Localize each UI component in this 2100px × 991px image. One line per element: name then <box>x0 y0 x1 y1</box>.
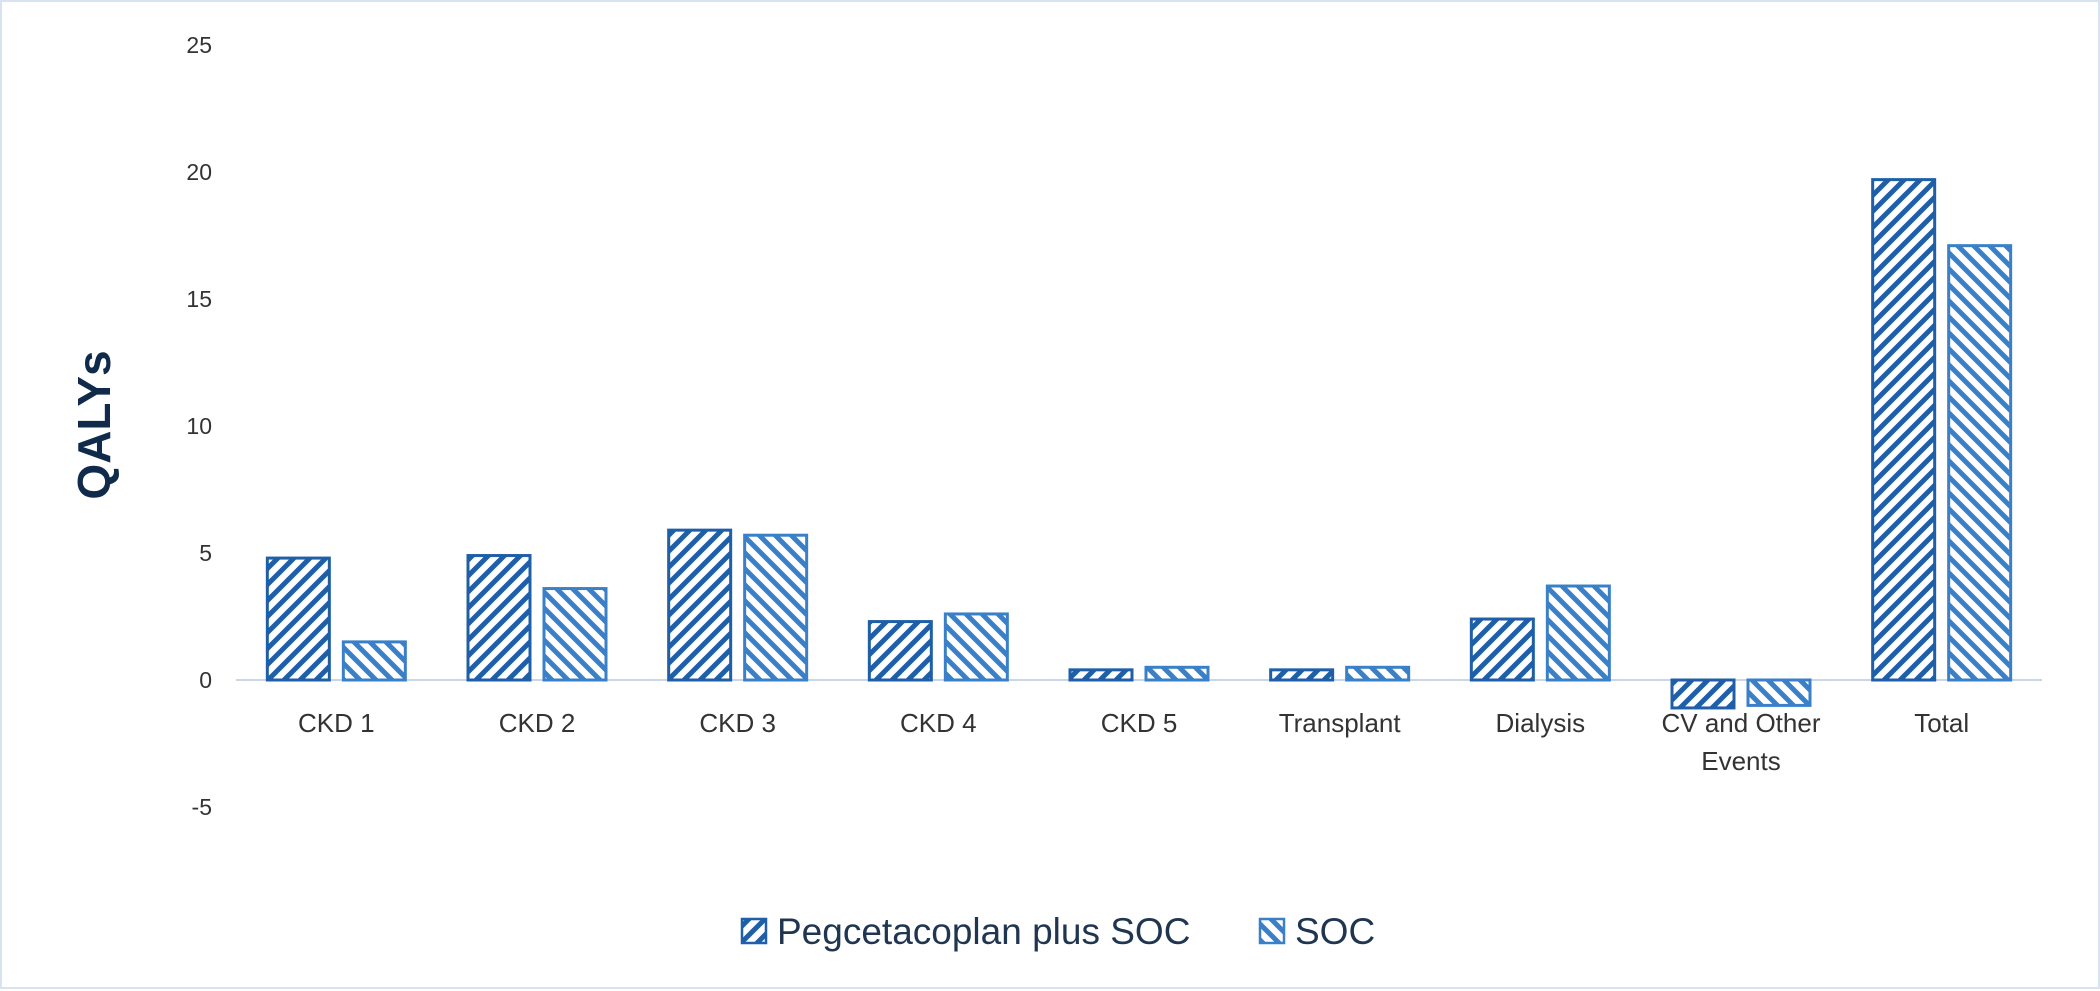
bar-pegcetacoplan <box>1068 668 1134 682</box>
x-category-label: CKD 2 <box>499 708 576 738</box>
bar-soc <box>1947 244 2013 682</box>
x-category-label: Transplant <box>1279 708 1402 738</box>
y-tick-label: 25 <box>186 32 212 58</box>
bar-soc <box>542 587 608 682</box>
bar-soc <box>1746 678 1812 707</box>
legend-swatch <box>740 917 768 945</box>
bar-soc <box>943 612 1009 682</box>
bar-soc <box>341 640 407 682</box>
bar-pegcetacoplan <box>1269 668 1335 682</box>
x-category-label: CKD 4 <box>900 708 977 738</box>
bar-soc <box>1144 665 1210 682</box>
y-axis-title: QALYs <box>68 350 120 499</box>
bar-pegcetacoplan <box>667 528 733 682</box>
bar-pegcetacoplan <box>867 620 933 682</box>
y-tick-label: 15 <box>186 286 212 312</box>
bar-soc <box>1345 665 1411 682</box>
x-category-label: CKD 5 <box>1101 708 1178 738</box>
bar-soc <box>1545 584 1611 682</box>
x-category-label: CV and Other Events <box>1662 708 1821 776</box>
x-category-label: CKD 1 <box>298 708 375 738</box>
legend-swatch <box>1258 917 1286 945</box>
x-category-label: Dialysis <box>1496 708 1586 738</box>
bar-pegcetacoplan <box>466 554 532 682</box>
y-tick-label: 10 <box>186 413 212 439</box>
y-tick-label: 0 <box>199 667 212 693</box>
y-tick-label: 5 <box>199 540 212 566</box>
bar-pegcetacoplan <box>1469 617 1535 682</box>
x-category-label: Total <box>1914 708 1969 738</box>
y-tick-label: 20 <box>186 159 212 185</box>
bar-pegcetacoplan <box>1670 678 1736 710</box>
y-tick-label: -5 <box>192 794 212 820</box>
bar-pegcetacoplan <box>1871 178 1937 682</box>
legend-label: Pegcetacoplan plus SOC <box>777 911 1190 952</box>
bar-soc <box>743 533 809 682</box>
x-category-label: CKD 3 <box>699 708 776 738</box>
bar-pegcetacoplan <box>265 556 331 682</box>
legend-label: SOC <box>1295 911 1375 952</box>
